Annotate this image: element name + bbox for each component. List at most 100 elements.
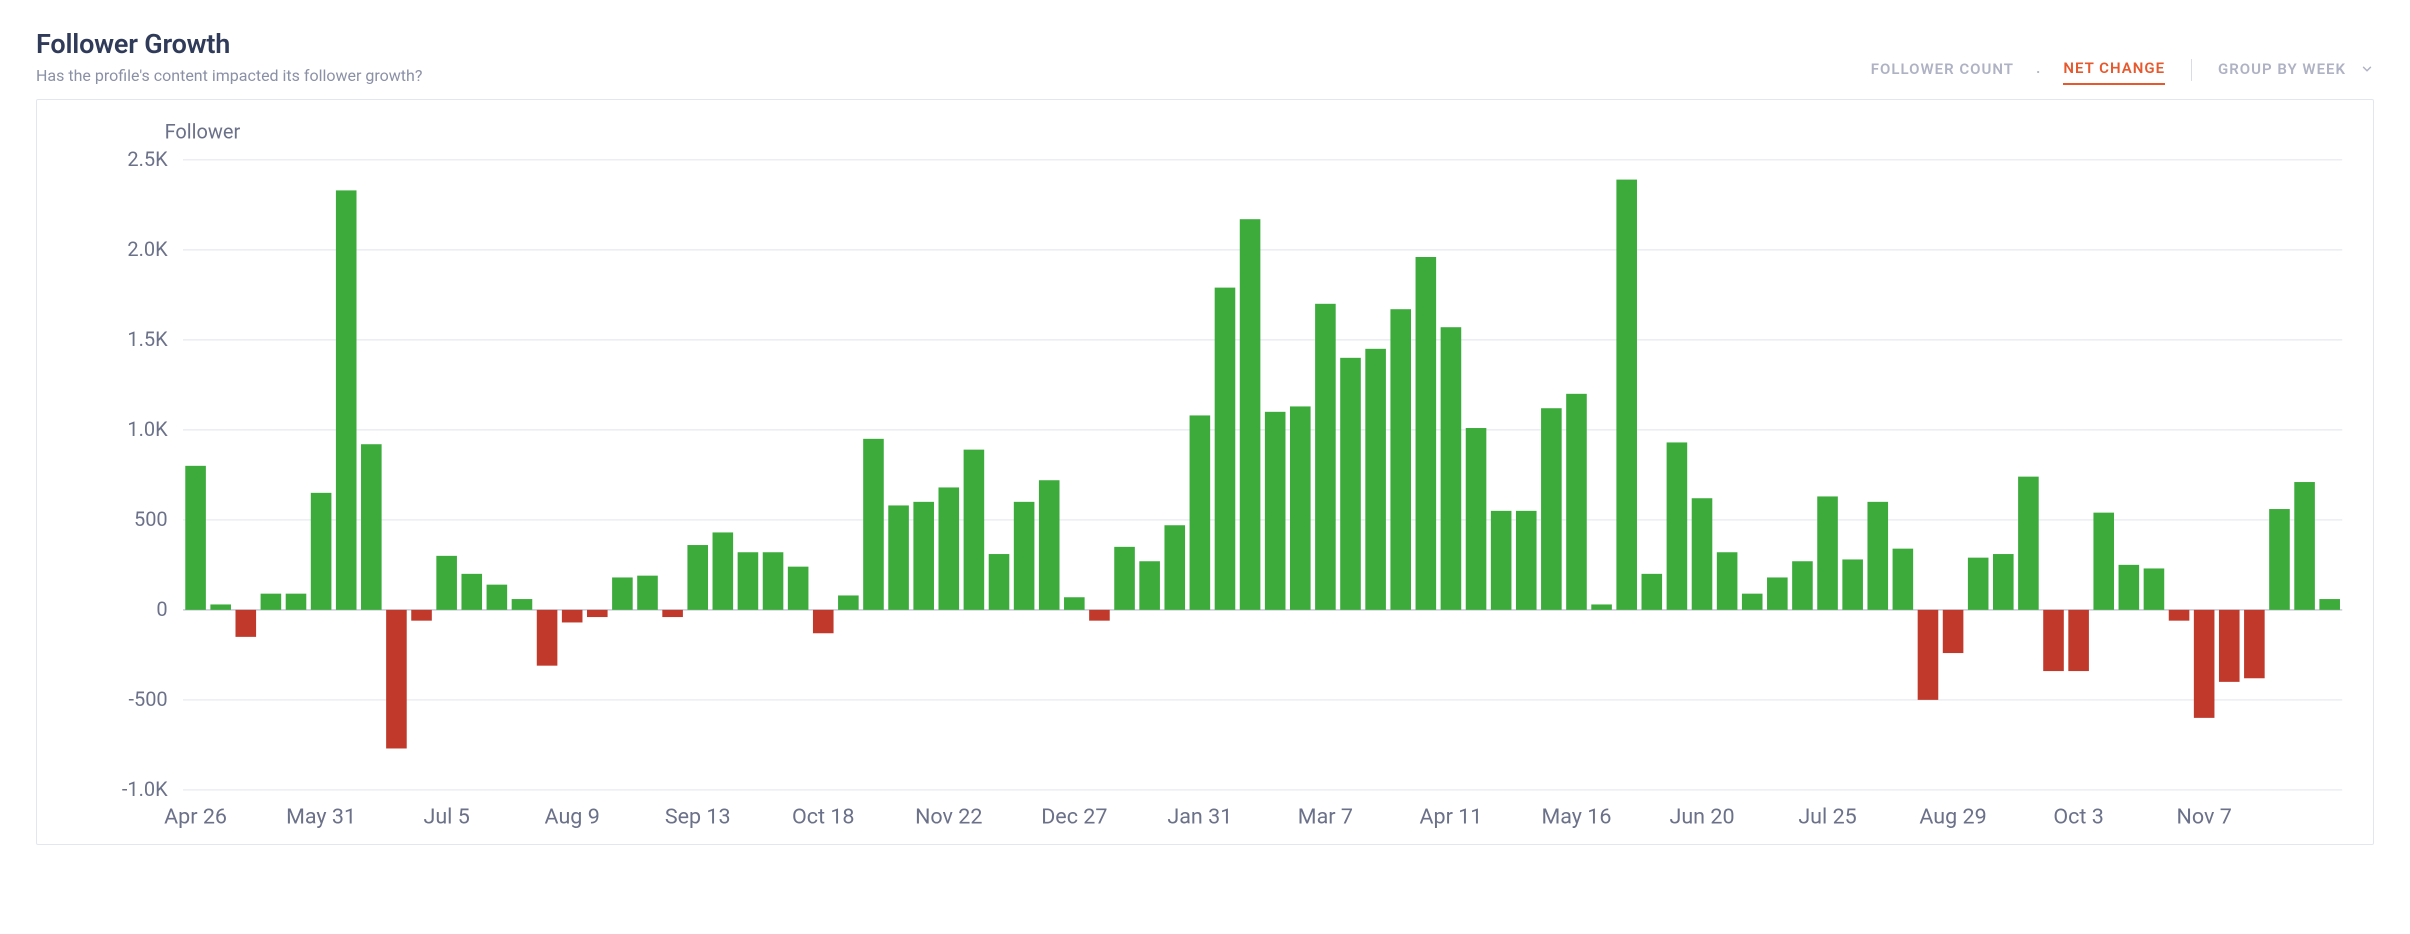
follower-growth-bar-chart: -1.0K-50005001.0K1.5K2.0K2.5KFollowerApr… bbox=[37, 106, 2373, 844]
bar bbox=[1365, 349, 1386, 610]
bar bbox=[637, 576, 658, 610]
svg-text:Oct 18: Oct 18 bbox=[792, 805, 855, 830]
svg-text:500: 500 bbox=[134, 507, 168, 531]
bar bbox=[235, 610, 256, 637]
bar bbox=[763, 552, 784, 610]
bar bbox=[1692, 498, 1713, 610]
svg-text:-1.0K: -1.0K bbox=[122, 777, 168, 801]
svg-text:2.0K: 2.0K bbox=[127, 237, 168, 261]
bar bbox=[1491, 511, 1512, 610]
bar bbox=[2144, 568, 2165, 609]
bar bbox=[1742, 594, 1763, 610]
bar bbox=[2093, 513, 2114, 610]
svg-text:Aug 29: Aug 29 bbox=[1919, 805, 1986, 830]
bar bbox=[2018, 477, 2039, 610]
tab-follower-count[interactable]: FOLLOWER COUNT bbox=[1871, 60, 2014, 84]
bar bbox=[411, 610, 432, 621]
svg-text:1.5K: 1.5K bbox=[127, 327, 168, 351]
svg-text:Sep 13: Sep 13 bbox=[665, 805, 731, 830]
bar bbox=[2169, 610, 2190, 621]
bar bbox=[2194, 610, 2215, 718]
bar bbox=[1566, 394, 1587, 610]
bar bbox=[1039, 480, 1060, 610]
bar bbox=[1792, 561, 1813, 610]
bar bbox=[1616, 180, 1637, 610]
bar bbox=[461, 574, 482, 610]
svg-text:Apr 11: Apr 11 bbox=[1419, 805, 1482, 830]
bar bbox=[1968, 558, 1989, 610]
bar bbox=[2269, 509, 2290, 610]
bar bbox=[687, 545, 708, 610]
bar bbox=[1164, 525, 1185, 610]
bar bbox=[1190, 415, 1211, 609]
bar bbox=[2244, 610, 2265, 678]
bar bbox=[2068, 610, 2089, 671]
bar bbox=[1390, 309, 1411, 610]
bar bbox=[512, 599, 533, 610]
svg-text:Aug 9: Aug 9 bbox=[545, 805, 600, 830]
bar bbox=[1315, 304, 1336, 610]
chart-container: -1.0K-50005001.0K1.5K2.0K2.5KFollowerApr… bbox=[36, 99, 2374, 845]
bar bbox=[537, 610, 558, 666]
bar bbox=[1993, 554, 2014, 610]
bar bbox=[1416, 257, 1437, 610]
tab-divider bbox=[2191, 59, 2192, 81]
svg-text:Apr 26: Apr 26 bbox=[164, 805, 227, 830]
bar bbox=[1943, 610, 1964, 653]
svg-text:Oct 3: Oct 3 bbox=[2053, 805, 2104, 830]
bar bbox=[1014, 502, 1035, 610]
bar bbox=[913, 502, 934, 610]
bar bbox=[1466, 428, 1487, 610]
bar bbox=[286, 594, 307, 610]
bar bbox=[2119, 565, 2140, 610]
svg-text:Dec 27: Dec 27 bbox=[1041, 805, 1107, 830]
bar bbox=[210, 604, 231, 609]
bar bbox=[1591, 604, 1612, 609]
tab-net-change[interactable]: NET CHANGE bbox=[2063, 59, 2165, 85]
bar bbox=[361, 444, 382, 610]
bar bbox=[662, 610, 683, 617]
bar bbox=[612, 577, 633, 609]
bar bbox=[738, 552, 759, 610]
svg-text:Nov 22: Nov 22 bbox=[915, 805, 982, 830]
svg-text:Jun 20: Jun 20 bbox=[1669, 805, 1734, 830]
bar bbox=[311, 493, 332, 610]
bar bbox=[813, 610, 834, 633]
bar bbox=[1340, 358, 1361, 610]
bar bbox=[1641, 574, 1662, 610]
group-by-dropdown[interactable]: GROUP BY WEEK bbox=[2218, 60, 2374, 84]
svg-text:Jul 5: Jul 5 bbox=[423, 805, 469, 830]
bar bbox=[1541, 408, 1562, 610]
svg-text:Follower: Follower bbox=[165, 119, 241, 143]
svg-text:2.5K: 2.5K bbox=[127, 147, 168, 171]
bar bbox=[1717, 552, 1738, 610]
svg-text:May 16: May 16 bbox=[1541, 805, 1611, 830]
bar bbox=[1817, 496, 1838, 609]
bar bbox=[838, 595, 859, 609]
bar bbox=[487, 585, 508, 610]
bar bbox=[1089, 610, 1110, 621]
bar bbox=[1114, 547, 1135, 610]
chart-title: Follower Growth bbox=[36, 28, 422, 60]
bar bbox=[562, 610, 583, 623]
bar bbox=[2043, 610, 2064, 671]
bar bbox=[261, 594, 282, 610]
bar bbox=[1767, 577, 1788, 609]
bar bbox=[1064, 597, 1085, 610]
bar bbox=[938, 487, 959, 609]
bar bbox=[888, 505, 909, 609]
bar bbox=[1240, 219, 1261, 610]
bar bbox=[2219, 610, 2240, 682]
bar bbox=[788, 567, 809, 610]
bar bbox=[386, 610, 407, 749]
bar bbox=[436, 556, 457, 610]
bar bbox=[185, 466, 206, 610]
bar bbox=[964, 450, 985, 610]
svg-text:0: 0 bbox=[156, 597, 167, 621]
bar bbox=[587, 610, 608, 617]
svg-text:Nov 7: Nov 7 bbox=[2177, 805, 2232, 830]
bar bbox=[2294, 482, 2315, 610]
svg-text:Jan 31: Jan 31 bbox=[1167, 805, 1232, 830]
svg-text:Mar 7: Mar 7 bbox=[1298, 805, 1353, 830]
bar bbox=[1867, 502, 1888, 610]
